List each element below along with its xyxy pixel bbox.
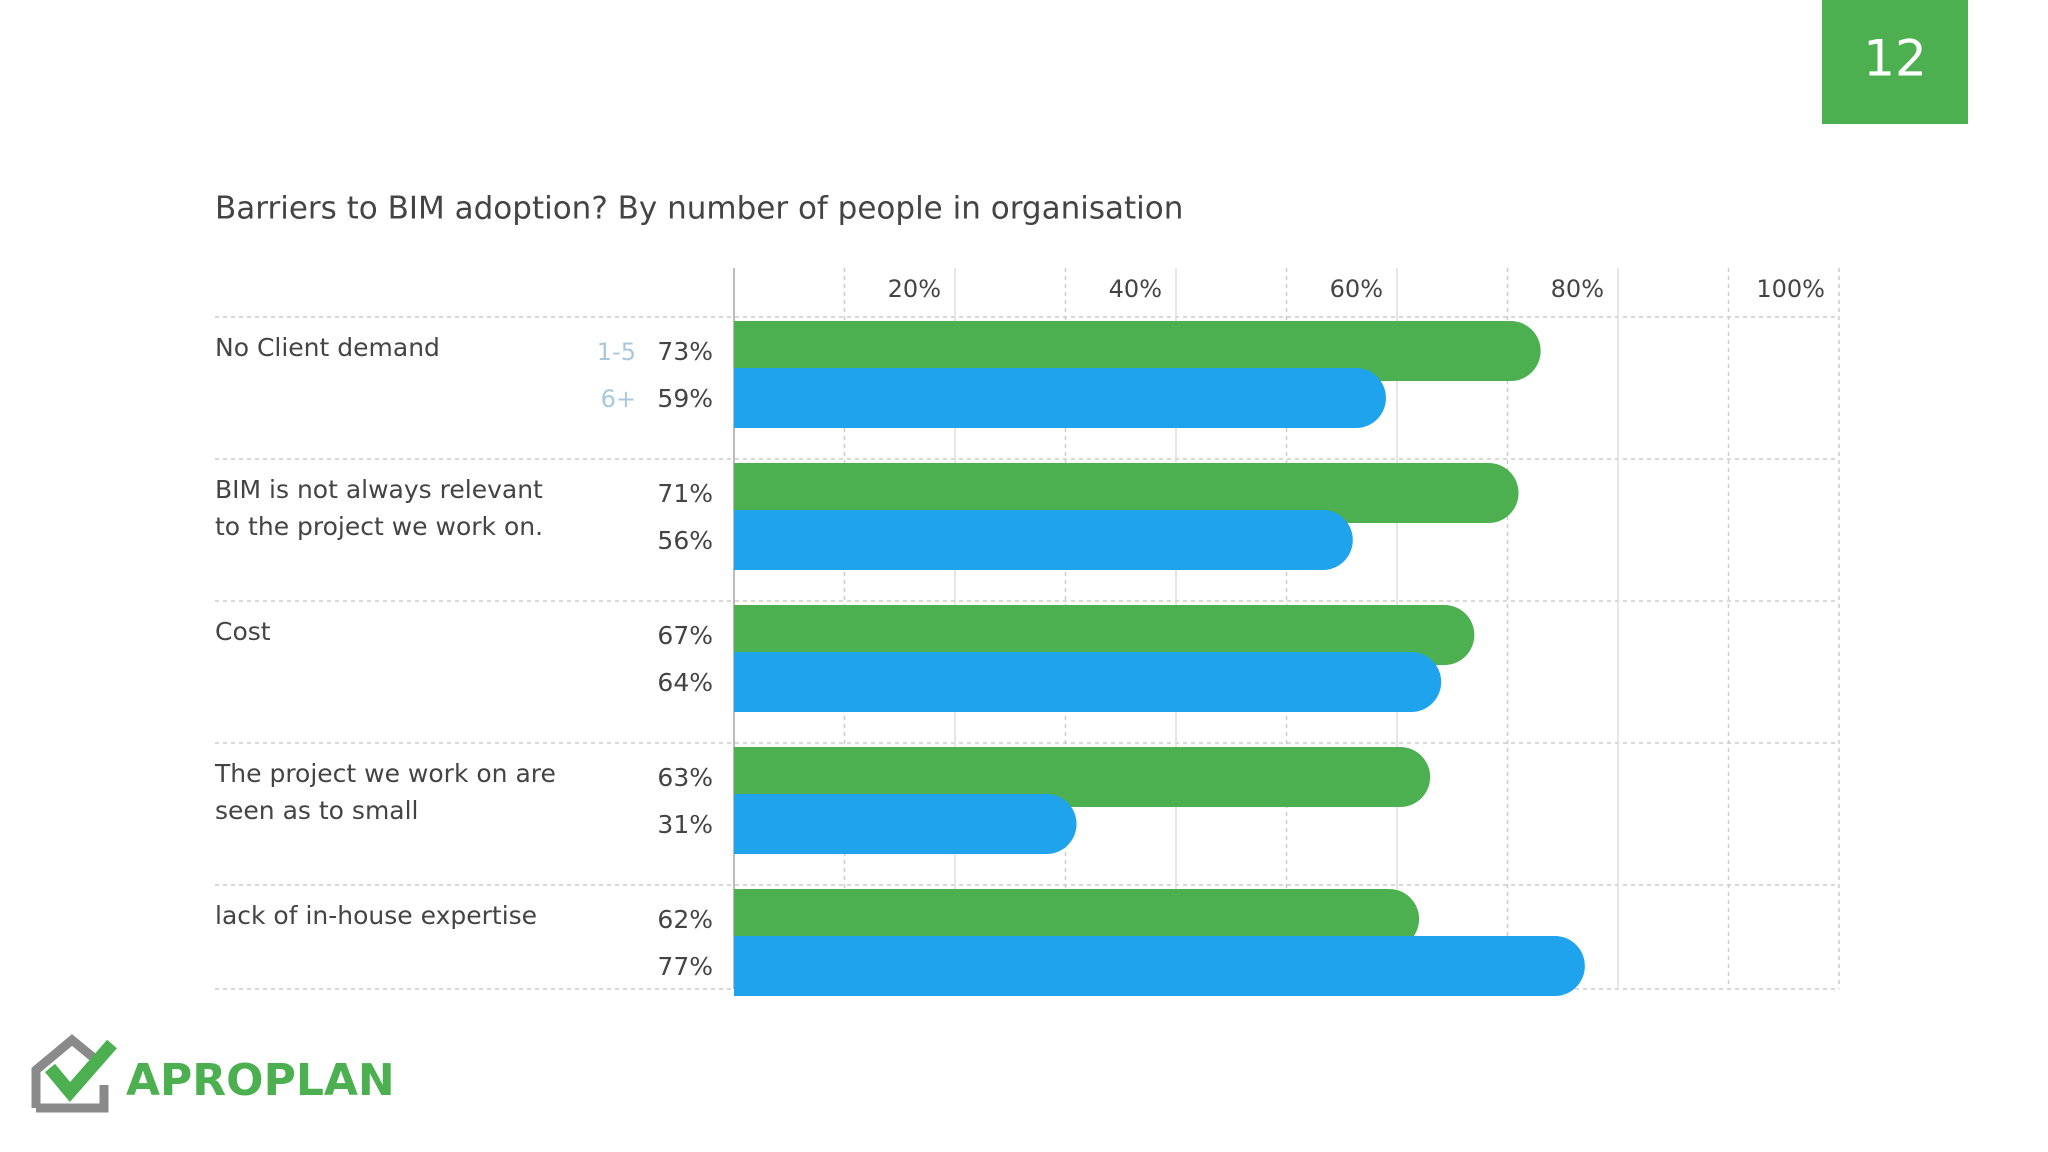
bar [734,321,1541,381]
chart-title: Barriers to BIM adoption? By number of p… [215,191,1183,227]
bar [734,794,1077,854]
legend-label: 6+ [601,385,636,413]
x-tick-label: 40% [1109,275,1162,303]
page-badge [1822,0,1968,124]
bar [734,510,1353,570]
bar [734,368,1386,428]
value-label: 64% [657,668,713,697]
category-label: BIM is not always relevant to the projec… [215,475,544,541]
logo-icon [31,1034,117,1113]
value-label: 63% [657,763,713,792]
value-label: 77% [657,952,713,981]
value-label: 31% [657,810,713,839]
value-label: 71% [657,479,713,508]
value-label: 67% [657,621,713,650]
bar [734,936,1585,996]
bar [734,605,1475,665]
x-tick-label: 20% [888,275,941,303]
value-label: 59% [657,384,713,413]
category-label: No Client demand [215,333,440,362]
legend-label: 1-5 [597,338,636,366]
category-label: Cost [215,617,271,646]
x-tick-label: 60% [1330,275,1383,303]
page-number: 12 [1863,30,1927,88]
x-tick-label: 100% [1756,275,1825,303]
bar [734,463,1519,523]
value-label: 62% [657,905,713,934]
value-label: 56% [657,526,713,555]
logo-text: APROPLAN [126,1055,395,1106]
bar [734,889,1420,949]
value-label: 73% [657,337,713,366]
category-label: The project we work on are seen as to sm… [215,759,556,825]
bar [734,652,1442,712]
category-label: lack of in-house expertise [215,901,538,930]
bar [734,747,1431,807]
x-tick-label: 80% [1551,275,1604,303]
